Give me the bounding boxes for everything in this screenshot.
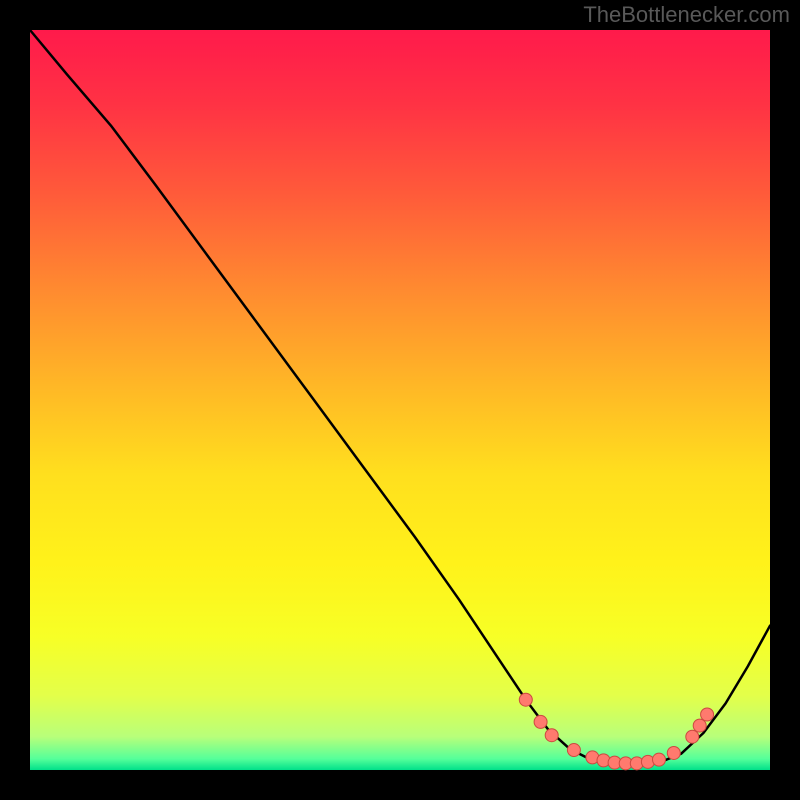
chart-frame: TheBottlenecker.com <box>0 0 800 800</box>
plot-background <box>30 30 770 770</box>
watermark-text: TheBottlenecker.com <box>583 2 790 28</box>
gradient-background <box>0 0 800 800</box>
